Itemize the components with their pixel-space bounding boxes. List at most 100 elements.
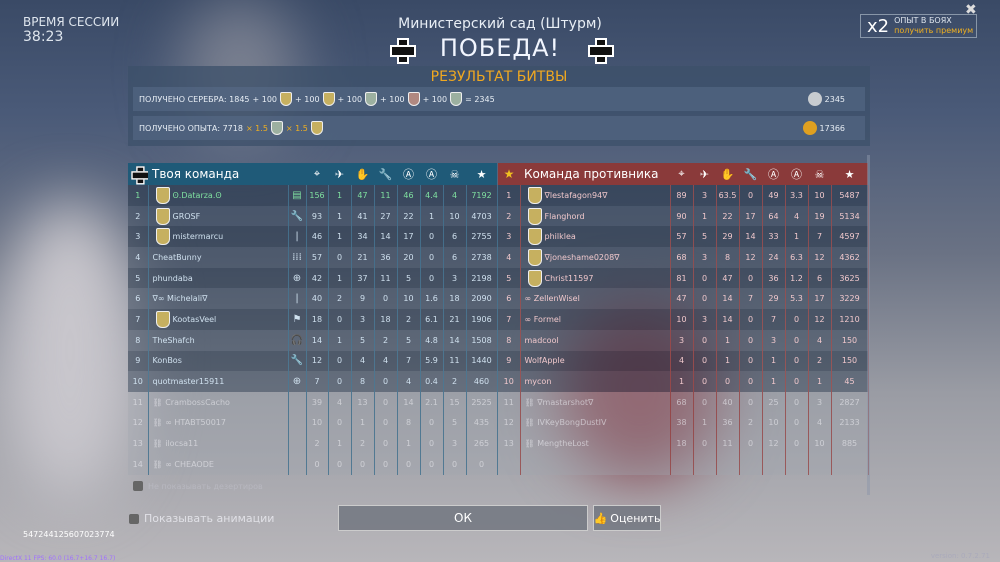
- scrollbar[interactable]: [867, 155, 870, 495]
- player-row[interactable]: 1 ∇lestafagon94∇ 89 3 63.5 0 49 3.3 10 5487: [498, 185, 869, 206]
- xp-line: ПОЛУЧЕНО ОПЫТА: 7718 × 1.5 × 1.5 17366: [133, 116, 865, 140]
- show-animations-checkbox[interactable]: Показывать анимации: [129, 512, 274, 525]
- player-name-cell: philklea: [520, 226, 671, 248]
- player-row[interactable]: 6 ∞ ZellenWisel 47 0 14 7 29 5.3 17 3229: [498, 288, 869, 310]
- player-name[interactable]: ⛓ MengtheLost: [524, 439, 589, 449]
- player-name[interactable]: phundaba: [152, 273, 193, 283]
- iron-cross-icon: [389, 38, 416, 64]
- player-row[interactable]: 14 ⛓ ∞ CHEAODE 0 0 0 0 0 0 0 0: [128, 453, 498, 475]
- player-name[interactable]: WolfApple: [524, 356, 565, 366]
- thumbs-up-icon: 👍: [593, 511, 608, 525]
- star-icon[interactable]: ★: [466, 163, 497, 185]
- hand-icon[interactable]: ✋: [716, 163, 739, 185]
- player-name[interactable]: Ꙩ.Datarza.Ꙩ: [172, 190, 222, 200]
- player-name[interactable]: ∇lestafagon94∇: [544, 190, 608, 200]
- skull-icon[interactable]: ☠: [443, 163, 466, 185]
- checkbox-box[interactable]: [133, 481, 143, 491]
- crosshair-icon[interactable]: ⌖: [670, 163, 693, 185]
- rate-button[interactable]: 👍 Оценить: [593, 505, 661, 531]
- multiplier: x2: [867, 15, 890, 37]
- player-name[interactable]: ⛓ IVKeyBongDustIV: [524, 418, 607, 428]
- player-row[interactable]: 7 KootasVeel ⚑ 18 0 3 18 2 6.1 21 1906: [128, 309, 498, 330]
- premium-button[interactable]: x2 ОПЫТ В БОЯХ получить премиум: [860, 14, 977, 38]
- stat-wrench: 0: [739, 391, 763, 413]
- player-row[interactable]: 11 ⛓ ∇mastarshot∇ 68 0 40 0 25 0 3 2827: [498, 391, 869, 413]
- player-name[interactable]: GROSF: [172, 211, 201, 221]
- skull-icon[interactable]: ☠: [808, 163, 831, 185]
- stat-star: 460: [466, 371, 498, 392]
- stat-hand: 1: [716, 329, 740, 351]
- player-name[interactable]: Flanghord: [544, 211, 585, 221]
- player-row[interactable]: 12 ⛓ IVKeyBongDustIV 38 1 36 2 10 0 4 2133: [498, 412, 869, 434]
- player-row[interactable]: 11 ⛓ CrambossCacho 39 4 13 0 14 2.1 15 2525: [128, 391, 498, 413]
- player-name[interactable]: quotmaster15911: [152, 377, 225, 387]
- player-row[interactable]: 4 ∇joneshame0208∇ 68 3 8 12 24 6.3 12 4362: [498, 247, 869, 268]
- stat-star: 7192: [466, 185, 498, 206]
- player-row[interactable]: 4 CheatBunny ⁞⁞⁞ 57 0 21 36 20 0 6 2738: [128, 247, 498, 268]
- crosshair-icon[interactable]: ⌖: [306, 163, 328, 185]
- player-name[interactable]: ⛓ ∇mastarshot∇: [524, 397, 594, 407]
- get-premium-link[interactable]: получить премиум: [894, 26, 974, 35]
- player-row[interactable]: 2 Flanghord 90 1 22 17 64 4 19 5134: [498, 205, 869, 227]
- stat-plane-kill: 1: [328, 267, 352, 289]
- stat-crosshair: 10: [670, 309, 694, 330]
- stat-skull: 10: [443, 205, 467, 227]
- player-row[interactable]: 10 mycon 1 0 0 0 1 0 1 45: [498, 371, 869, 392]
- player-name[interactable]: mycon: [524, 377, 552, 387]
- player-row[interactable]: 3 mistermarcu | 46 1 34 14 17 0 6 2755: [128, 226, 498, 248]
- plane-kill-icon[interactable]: ✈: [693, 163, 716, 185]
- close-icon[interactable]: ✖: [965, 2, 977, 18]
- player-name[interactable]: philklea: [544, 232, 576, 242]
- player-row[interactable]: 9 WolfApple 4 0 1 0 1 0 2 150: [498, 350, 869, 372]
- player-name[interactable]: mistermarcu: [172, 232, 224, 242]
- player-row[interactable]: 1 Ꙩ.Datarza.Ꙩ ▤ 156 1 47 11 46 4.4 4 7192: [128, 185, 498, 206]
- player-row[interactable]: 5 Christ11597 81 0 47 0 36 1.2 6 3625: [498, 267, 869, 289]
- player-row[interactable]: 9 KonBos 🔧 12 0 4 4 7 5.9 11 1440: [128, 350, 498, 372]
- rank-badge-icon: [527, 228, 542, 246]
- shield-a-icon[interactable]: Ⓐ: [762, 163, 785, 185]
- player-name[interactable]: CheatBunny: [152, 252, 202, 262]
- circle-a-icon[interactable]: Ⓐ: [420, 163, 443, 185]
- player-row[interactable]: 8 TheShafch 🎧 14 1 5 2 5 4.8 14 1508: [128, 329, 498, 351]
- player-name[interactable]: ⛓ CrambossCacho: [152, 397, 230, 407]
- player-name[interactable]: ∞ ZellenWisel: [524, 294, 580, 304]
- player-name[interactable]: KootasVeel: [172, 314, 217, 324]
- checkbox-box[interactable]: [129, 513, 139, 524]
- wrench-icon[interactable]: 🔧: [374, 163, 397, 185]
- player-row[interactable]: 6 ∇∞ Michelali∇ | 40 2 9 0 10 1.6 18 2090: [128, 288, 498, 310]
- ok-button[interactable]: ОК: [338, 505, 588, 531]
- role-icon: ⁞⁞⁞: [288, 247, 307, 268]
- player-row[interactable]: 13 ⛓ ilocsa11 2 1 2 0 1 0 3 265: [128, 433, 498, 454]
- player-name[interactable]: KonBos: [152, 356, 182, 366]
- player-name[interactable]: ⛓ ∞ CHEAODE: [152, 459, 214, 469]
- player-name[interactable]: ⛓ ilocsa11: [152, 439, 199, 449]
- stat-crosshair: 0: [306, 453, 329, 475]
- player-row[interactable]: 13 ⛓ MengtheLost 18 0 11 0 12 0 10 885: [498, 433, 869, 454]
- player-row[interactable]: 5 phundaba ⊕ 42 1 37 11 5 0 3 2198: [128, 267, 498, 289]
- player-name[interactable]: Christ11597: [544, 273, 594, 283]
- player-name[interactable]: ∇joneshame0208∇: [544, 252, 620, 262]
- player-name[interactable]: ∞ Formel: [524, 314, 562, 324]
- stat-shield-a: 36: [762, 267, 786, 289]
- stat-skull: 7: [808, 226, 832, 248]
- player-row[interactable]: 2 GROSF 🔧 93 1 41 27 22 1 10 4703: [128, 205, 498, 227]
- player-row[interactable]: 10 quotmaster15911 ⊕ 7 0 8 0 4 0.4 2 460: [128, 371, 498, 392]
- plane-kill-icon[interactable]: ✈: [328, 163, 351, 185]
- player-name[interactable]: ∇∞ Michelali∇: [152, 294, 208, 304]
- stat-skull: 4: [808, 329, 832, 351]
- rank: 3: [498, 226, 521, 248]
- star-icon[interactable]: ★: [831, 163, 868, 185]
- hide-deserters-checkbox[interactable]: Не показывать дезертиров: [133, 481, 263, 491]
- player-name[interactable]: madcool: [524, 335, 559, 345]
- circle-a-icon[interactable]: Ⓐ: [785, 163, 808, 185]
- wrench-icon[interactable]: 🔧: [739, 163, 762, 185]
- my-team-table: Твоя команда ⌖ ✈ ✋ 🔧 Ⓐ Ⓐ ☠ ★ 1 Ꙩ.Datarza.Ꙩ ▤ 156 1 47…: [128, 163, 498, 475]
- shield-a-icon[interactable]: Ⓐ: [397, 163, 420, 185]
- player-name[interactable]: ⛓ ∞ HTABT50017: [152, 418, 226, 428]
- player-row[interactable]: 8 madcool 3 0 1 0 3 0 4 150: [498, 329, 869, 351]
- player-row[interactable]: 3 philklea 57 5 29 14 33 1 7 4597: [498, 226, 869, 248]
- player-row[interactable]: 7 ∞ Formel 10 3 14 0 7 0 12 1210: [498, 309, 869, 330]
- player-name[interactable]: TheShafch: [152, 335, 195, 345]
- player-row[interactable]: 12 ⛓ ∞ HTABT50017 10 0 1 0 8 0 5 435: [128, 412, 498, 434]
- hand-icon[interactable]: ✋: [351, 163, 374, 185]
